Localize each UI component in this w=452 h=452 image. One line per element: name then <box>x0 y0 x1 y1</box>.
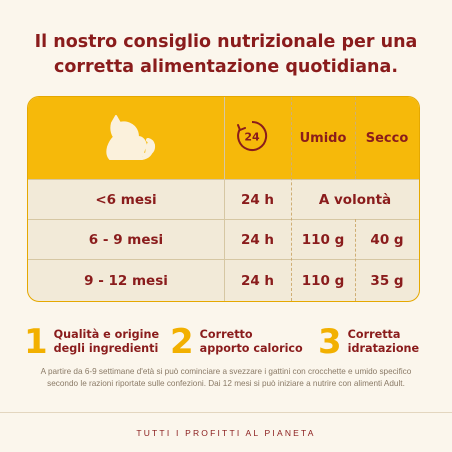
footer-divider <box>0 412 452 413</box>
feature-text: Qualità e origine degli ingredienti <box>53 328 160 355</box>
features-list: 1 Qualità e origine degli ingredienti 2 … <box>24 322 428 362</box>
page-title: Il nostro consiglio nutrizionale per una… <box>0 30 452 80</box>
column-divider <box>291 97 292 301</box>
time-cell: 24 h <box>240 273 275 289</box>
age-cell: <6 mesi <box>95 192 157 208</box>
title-line-1: Il nostro consiglio nutrizionale per una <box>34 32 418 52</box>
weaning-note: A partire da 6-9 settimane d'età si può … <box>40 367 412 388</box>
umido-cell: 110 g <box>301 232 345 248</box>
age-cell: 9 - 12 mesi <box>84 273 168 289</box>
feature-text: Corretta idratazione <box>347 328 420 355</box>
time-cell: 24 h <box>240 232 275 248</box>
table-row: 9 - 12 mesi 24 h 110 g 35 g <box>28 259 419 301</box>
column-divider <box>224 97 225 301</box>
secco-cell: 35 g <box>370 273 404 289</box>
age-cell: 6 - 9 mesi <box>88 232 164 248</box>
feature-item: 1 Qualità e origine degli ingredienti <box>24 322 159 362</box>
feature-number: 2 <box>170 322 194 362</box>
column-divider <box>355 97 356 179</box>
umido-cell: 110 g <box>301 273 345 289</box>
header-umido: Umido <box>299 130 347 146</box>
title-line-2: corretta alimentazione quotidiana. <box>54 57 398 77</box>
cat-icon <box>106 115 156 160</box>
feature-number: 3 <box>318 322 342 362</box>
table-row: 6 - 9 mesi 24 h 110 g 40 g <box>28 219 419 260</box>
header-secco: Secco <box>365 130 409 146</box>
secco-cell: 40 g <box>370 232 404 248</box>
time-cell: 24 h <box>240 192 275 208</box>
feature-item: 2 Corretto apporto calorico <box>170 322 303 362</box>
table-row: <6 mesi 24 h A volontà <box>28 179 419 220</box>
clock-24-icon: 24 <box>237 120 268 151</box>
column-divider <box>355 219 356 301</box>
clock-label: 24 <box>244 131 260 144</box>
footer-tagline: TUTTI I PROFITTI AL PIANETA <box>136 428 316 438</box>
table-header: 24 Umido Secco <box>28 97 419 179</box>
nutrition-table: 24 Umido Secco <6 mesi 24 h A volontà 6 … <box>27 96 420 302</box>
feature-text: Corretto apporto calorico <box>199 328 303 355</box>
combined-cell: A volontà <box>318 192 392 208</box>
feature-item: 3 Corretta idratazione <box>318 322 419 362</box>
feature-number: 1 <box>24 322 48 362</box>
